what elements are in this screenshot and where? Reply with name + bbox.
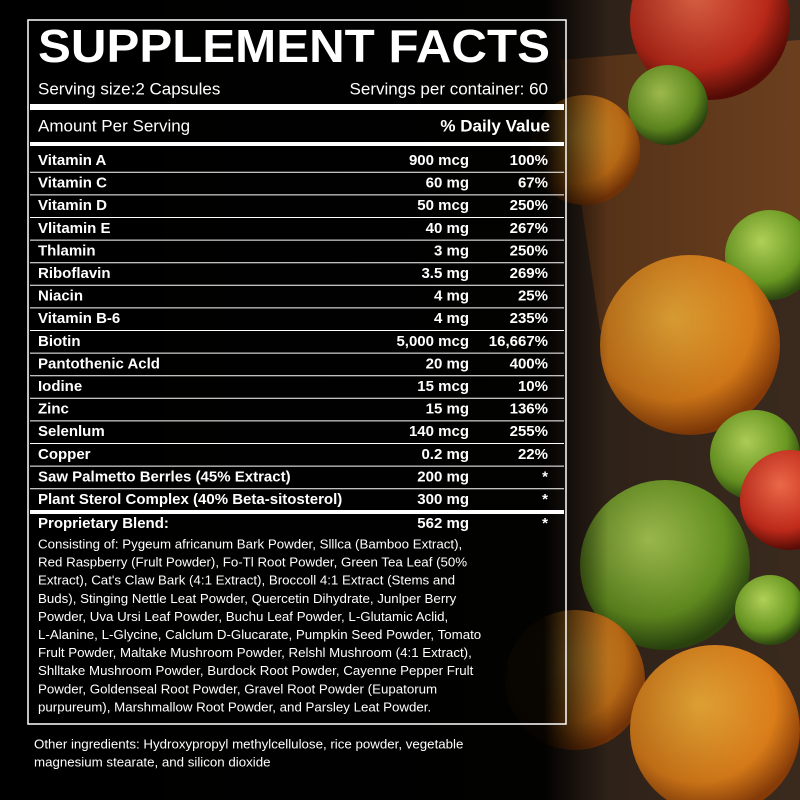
nutrient-name: Plant Sterol Complex (40% Beta-sitostero… (38, 491, 342, 508)
nutrient-amount: 3.5 mg (421, 265, 469, 282)
nutrient-dv: * (542, 468, 548, 485)
nutrient-dv: 400% (510, 355, 548, 372)
nutrient-dv: 25% (518, 288, 548, 305)
nutrient-amount: 4 mg (434, 288, 469, 305)
nutrient-amount: 4 mg (434, 310, 469, 327)
blend-ingredients: purpureum), Marshmallow Root Powder, and… (38, 699, 431, 714)
blend-name: Proprietary Blend: (38, 515, 169, 532)
nutrient-name: Iodine (38, 378, 82, 395)
nutrient-amount: 3 mg (434, 242, 469, 259)
dv-label: % Daily Value (440, 116, 550, 135)
thick-rule (30, 142, 564, 146)
nutrient-name: Riboflavin (38, 265, 111, 282)
blend-ingredients: Shlltake Mushroom Powder, Burdock Root P… (38, 663, 474, 678)
nutrient-amount: 140 mcg (409, 423, 469, 440)
blend-ingredients: Buds), Stinging Nettle Leat Powder, Quer… (38, 591, 457, 606)
nutrient-dv: 67% (518, 175, 548, 192)
nutrient-name: Niacin (38, 288, 83, 305)
nutrient-name: Saw Palmetto Berrles (45% Extract) (38, 468, 291, 485)
title: SUPPLEMENT FACTS (38, 20, 550, 72)
other-ingredients-text: magnesium stearate, and silicon dioxide (34, 755, 271, 770)
nutrient-amount: 20 mg (426, 355, 469, 372)
blend-amount: 562 mg (417, 515, 469, 532)
nutrient-dv: 255% (510, 423, 548, 440)
nutrient-name: Selenlum (38, 423, 105, 440)
other-ingredients: Other ingredients: Hydroxypropyl methylc… (34, 737, 463, 770)
blend-ingredients: Powder, Goldenseal Root Powder, Gravel R… (38, 681, 437, 696)
blend-ingredients: Powder, Uva Ursi Leaf Powder, Buchu Leaf… (38, 609, 448, 624)
nutrient-dv: 16,667% (489, 333, 548, 350)
nutrient-name: Vitamin A (38, 152, 107, 169)
nutrient-amount: 40 mg (426, 220, 469, 237)
blend-ingredients: Consisting of: Pygeum africanum Bark Pow… (38, 537, 462, 552)
blend-ingredients: Extract), Cat's Claw Bark (4:1 Extract),… (38, 573, 455, 588)
nutrient-name: Vitamin C (38, 175, 107, 192)
nutrient-amount: 900 mcg (409, 152, 469, 169)
nutrient-name: Biotin (38, 333, 81, 350)
nutrient-amount: 15 mg (426, 401, 469, 418)
nutrient-dv: 267% (510, 220, 548, 237)
label-border (27, 19, 567, 725)
proprietary-blend: Proprietary Blend: 562 mg * Consisting of: … (38, 515, 548, 714)
nutrient-name: Pantothenic Acld (38, 355, 160, 372)
nutrient-name: Vitamin D (38, 197, 107, 214)
nutrient-dv: 235% (510, 310, 548, 327)
nutrient-name: Vlitamin E (38, 220, 111, 237)
nutrient-dv: 136% (510, 401, 548, 418)
nutrient-amount: 5,000 mcg (396, 333, 469, 350)
thick-rule (30, 104, 564, 110)
nutrient-dv: 250% (510, 197, 548, 214)
nutrient-amount: 300 mg (417, 491, 469, 508)
blend-ingredients: L-Alanine, L-Glycine, Calclum D-Glucarat… (38, 627, 481, 642)
serving-size: Serving size:2 Capsules (38, 79, 220, 98)
nutrient-amount: 60 mg (426, 175, 469, 192)
nutrient-dv: 100% (510, 152, 548, 169)
servings-per-container: Servings per container: 60 (350, 79, 548, 98)
nutrient-name: Vitamin B-6 (38, 310, 120, 327)
nutrient-amount: 15 mcg (417, 378, 469, 395)
nutrient-dv: 250% (510, 242, 548, 259)
nutrient-amount: 200 mg (417, 468, 469, 485)
nutrient-dv: 269% (510, 265, 548, 282)
thick-rule (30, 510, 564, 514)
nutrient-dv: 10% (518, 378, 548, 395)
nutrient-amount: 0.2 mg (421, 446, 469, 463)
nutrient-amount: 50 mcg (417, 197, 469, 214)
nutrient-rows: Vitamin A 900 mcg 100% Vitamin C 60 mg 67% Vit… (30, 152, 564, 508)
blend-dv: * (542, 515, 548, 532)
nutrient-name: Copper (38, 446, 91, 463)
blend-ingredients: Frult Powder, Maltake Mushroom Powder, R… (38, 645, 472, 660)
amount-label: Amount Per Serving (38, 116, 190, 135)
blend-ingredients: Red Raspberry (Frult Powder), Fo-Tl Root… (38, 555, 467, 570)
nutrient-name: Zinc (38, 401, 69, 418)
nutrient-dv: 22% (518, 446, 548, 463)
other-ingredients-text: Other ingredients: Hydroxypropyl methylc… (34, 737, 463, 752)
nutrient-name: Thlamin (38, 242, 96, 259)
nutrient-dv: * (542, 491, 548, 508)
